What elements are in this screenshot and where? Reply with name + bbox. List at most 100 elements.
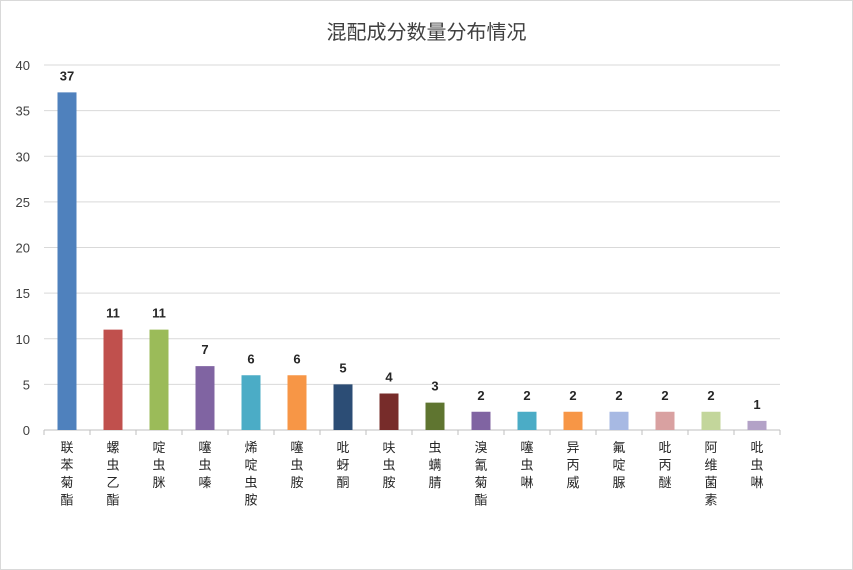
data-label: 6 (293, 351, 300, 366)
bar (563, 411, 583, 430)
category-label-char: 丙 (566, 459, 579, 474)
bar (517, 411, 537, 430)
category-label-char: 菊 (60, 476, 73, 491)
category-label-char: 烯 (244, 441, 257, 456)
y-tick-label: 35 (16, 104, 30, 119)
bar (379, 393, 399, 430)
bar (701, 411, 721, 430)
category-label-char: 酮 (336, 476, 349, 491)
data-label: 1 (753, 397, 760, 412)
category-label-char: 虫 (106, 459, 119, 474)
x-axis-categories: 联苯菊酯螺虫乙酯啶虫脒噻虫嗪烯啶虫胺噻虫胺吡蚜酮呋虫胺虫螨腈溴氰菊酯噻虫啉异丙威… (60, 440, 763, 509)
category-label-char: 吡 (750, 441, 763, 456)
category-label-char: 呋 (382, 441, 395, 456)
category-label-char: 螨 (428, 459, 441, 474)
category-label-char: 嗪 (198, 476, 211, 491)
bar (103, 329, 123, 430)
category-label-char: 联 (60, 441, 73, 456)
category-label-char: 吡 (336, 441, 349, 456)
bar (425, 402, 445, 430)
category-label-char: 氟 (612, 441, 625, 456)
category-label-char: 阿 (704, 441, 717, 456)
bar (57, 92, 77, 430)
data-label: 4 (385, 370, 393, 385)
bar (195, 366, 215, 430)
category-label-char: 虫 (382, 459, 395, 474)
category-label-char: 吡 (658, 441, 671, 456)
category-label-char: 菌 (704, 476, 717, 491)
data-labels: 37 11 11 7 6 6 5 4 3 2 2 2 2 2 2 1 (60, 68, 761, 412)
bar (471, 411, 491, 430)
category-label-char: 酯 (106, 494, 119, 509)
category-label-char: 啉 (520, 476, 533, 491)
category-label-char: 维 (704, 459, 717, 474)
bar (747, 420, 767, 430)
category-label-char: 啶 (152, 441, 165, 456)
bar (333, 384, 353, 430)
data-label: 2 (523, 388, 530, 403)
data-label: 6 (247, 351, 254, 366)
category-label-char: 威 (566, 476, 579, 491)
category-label-char: 腈 (428, 476, 441, 491)
y-tick-label: 40 (16, 58, 30, 73)
bar (609, 411, 629, 430)
category-label-char: 啶 (612, 459, 625, 474)
category-label-char: 菊 (474, 476, 487, 491)
category-label-char: 脒 (152, 476, 165, 491)
y-tick-label: 0 (23, 423, 30, 438)
category-label-char: 酯 (474, 494, 487, 509)
category-label-char: 醚 (658, 476, 671, 491)
y-tick-label: 25 (16, 195, 30, 210)
data-label: 11 (152, 306, 166, 321)
bar (149, 329, 169, 430)
category-label-char: 胺 (382, 476, 395, 491)
category-label-char: 丙 (658, 459, 671, 474)
data-label: 2 (569, 388, 576, 403)
category-label-char: 素 (704, 494, 717, 509)
category-label-char: 虫 (750, 459, 763, 474)
y-tick-label: 10 (16, 332, 30, 347)
category-label-char: 溴 (474, 441, 487, 456)
category-label-char: 啶 (244, 459, 257, 474)
category-label-char: 虫 (520, 459, 533, 474)
data-label: 2 (707, 388, 714, 403)
category-label-char: 胺 (290, 476, 303, 491)
data-label: 2 (477, 388, 484, 403)
category-label-char: 虫 (244, 476, 257, 491)
category-label-char: 苯 (60, 459, 73, 474)
category-label-char: 噻 (198, 440, 211, 456)
data-label: 2 (661, 388, 668, 403)
data-label: 37 (60, 68, 74, 83)
category-label-char: 螺 (106, 441, 119, 456)
category-label-char: 乙 (106, 476, 119, 491)
data-label: 3 (431, 379, 438, 394)
bar (241, 375, 261, 430)
y-axis-ticks: 0 5 10 15 20 25 30 35 40 (16, 58, 30, 438)
category-label-char: 虫 (290, 459, 303, 474)
bars (57, 92, 767, 430)
category-label-char: 虫 (198, 459, 211, 474)
category-label-char: 酯 (60, 494, 73, 509)
data-label: 2 (615, 388, 622, 403)
category-label-char: 啉 (750, 476, 763, 491)
data-label: 7 (201, 342, 208, 357)
gridlines (43, 64, 781, 435)
category-label-char: 异 (566, 441, 579, 456)
category-label-char: 胺 (244, 494, 257, 509)
data-label: 5 (339, 360, 346, 375)
y-tick-label: 30 (16, 149, 30, 164)
category-label-char: 蚜 (336, 459, 349, 474)
category-label-char: 噻 (520, 440, 533, 456)
category-label-char: 噻 (290, 440, 303, 456)
category-label-char: 氰 (474, 458, 487, 474)
chart-title: 混配成分数量分布情况 (326, 20, 527, 44)
category-label-char: 脲 (612, 476, 625, 491)
category-label-char: 虫 (152, 459, 165, 474)
y-tick-label: 15 (16, 286, 30, 301)
y-tick-label: 5 (23, 377, 30, 392)
data-label: 11 (106, 306, 120, 321)
category-label-char: 虫 (428, 441, 441, 456)
bar (655, 411, 675, 430)
